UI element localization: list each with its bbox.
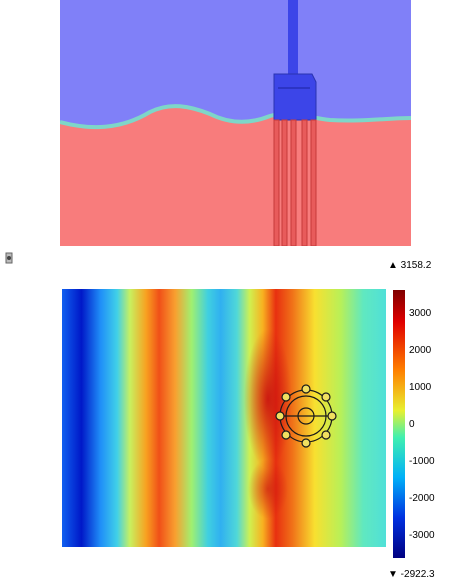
top-view-canvas: [60, 0, 411, 246]
colorbar-tick: -1000: [409, 456, 435, 467]
colorbar-tick: -2000: [409, 493, 435, 504]
support-column: [288, 0, 298, 74]
colorbar-max-label: ▲ 3158.2: [388, 260, 432, 271]
colorbar: [393, 290, 405, 558]
colorbar-tick: 3000: [409, 308, 432, 319]
structure-cap: [273, 73, 317, 121]
structure-outline: [275, 384, 337, 448]
free-surface-region: [60, 106, 411, 246]
colorbar-min-label: ▼ -2922.3: [388, 569, 435, 580]
heatmap-canvas: [62, 289, 386, 547]
orientation-icon[interactable]: [4, 252, 14, 264]
top-3d-view[interactable]: [60, 0, 411, 246]
colorbar-tick: -3000: [409, 530, 435, 541]
bottom-heatmap-view[interactable]: [62, 289, 386, 547]
colorbar-tick: 2000: [409, 345, 432, 356]
heatmap-field: [62, 289, 386, 547]
colorbar-tick: 0: [409, 419, 415, 430]
structure-legs: [273, 119, 317, 246]
colorbar-tick: 1000: [409, 382, 432, 393]
